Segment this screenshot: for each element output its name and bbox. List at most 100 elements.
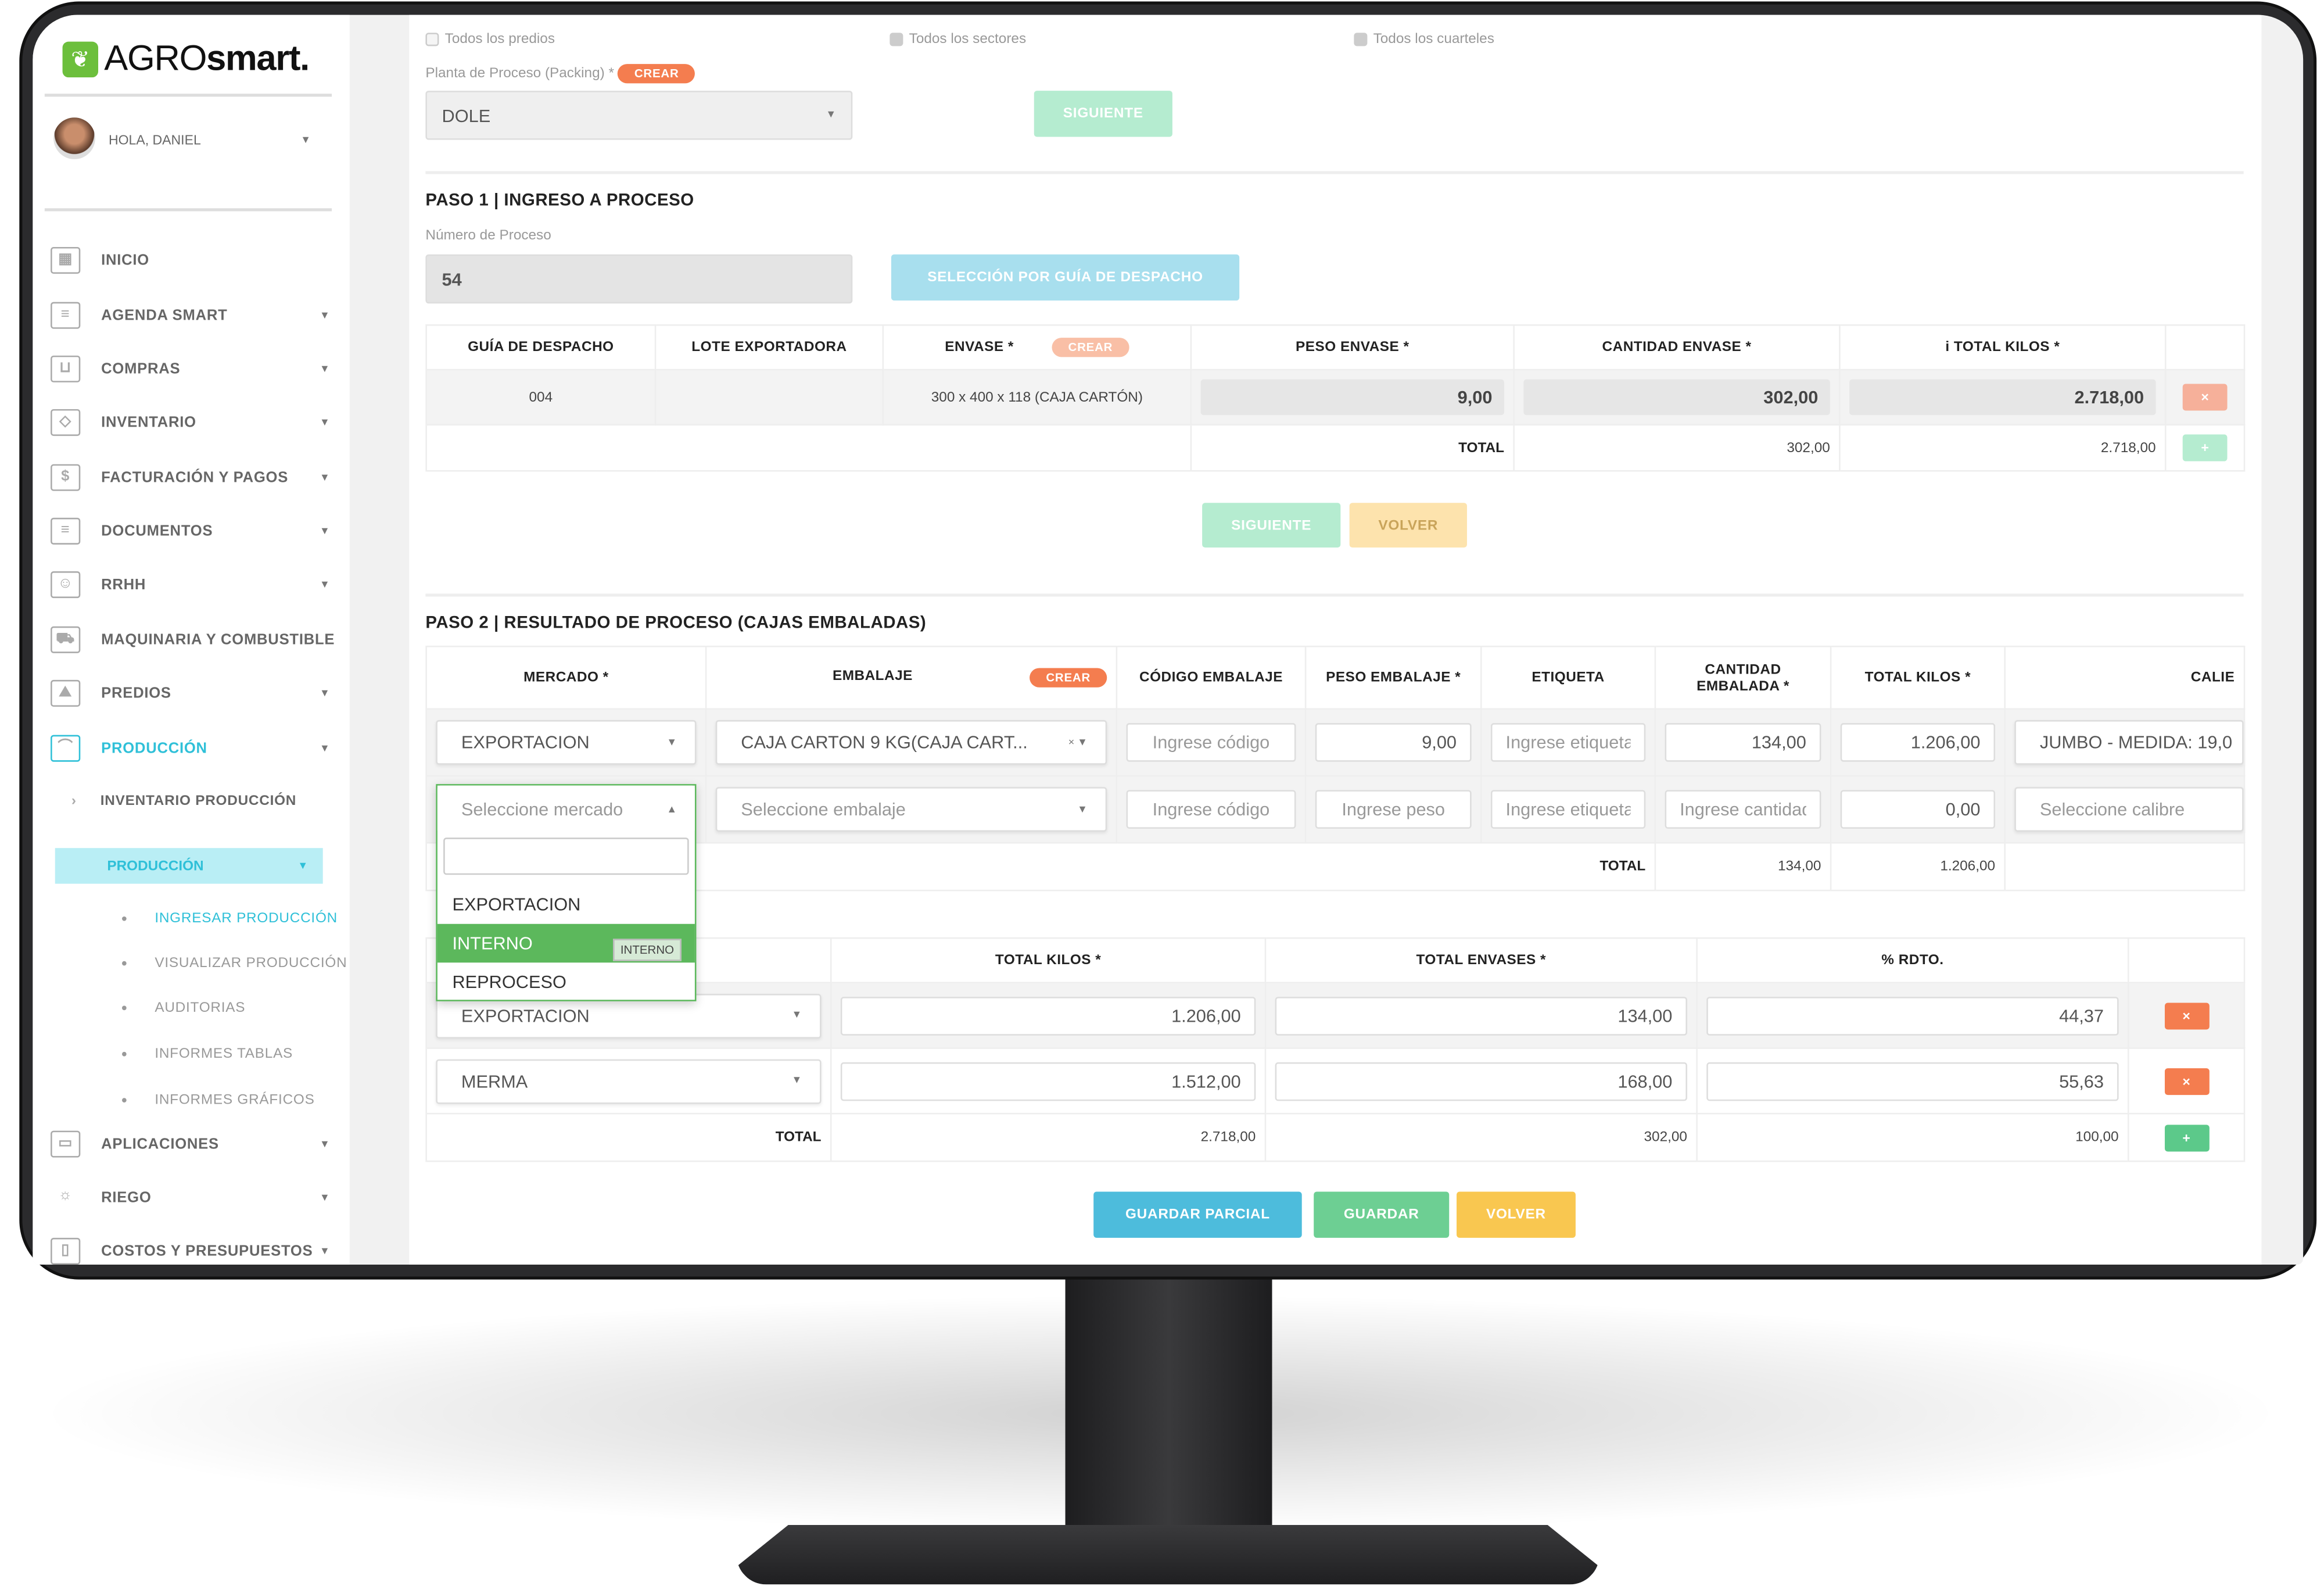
sidebar-subitem-visualizar[interactable]: VISUALIZAR PRODUCCIÓN: [121, 955, 347, 972]
seleccion-guia-button[interactable]: SELECCIÓN POR GUÍA DE DESPACHO: [891, 254, 1240, 301]
paso1-title: PASO 1 | INGRESO A PROCESO: [425, 192, 694, 210]
codigo-input[interactable]: [1126, 790, 1296, 829]
sidebar-item-costos[interactable]: ▯ COSTOS Y PRESUPUESTOS ▼: [51, 1237, 348, 1265]
sidebar-item-inventario[interactable]: ◇ INVENTARIO ▼: [51, 409, 348, 436]
sidebar-item-maquinaria[interactable]: ⛟ MAQUINARIA Y COMBUSTIBLE: [51, 626, 348, 653]
dashboard-icon: ▦: [51, 246, 81, 274]
total-kilos: 1.206,00: [1830, 842, 2006, 892]
embalaje-select[interactable]: CAJA CARTON 9 KG(CAJA CART... × ▼: [715, 720, 1107, 765]
etiqueta-input[interactable]: [1490, 790, 1646, 829]
codigo-input[interactable]: [1126, 723, 1296, 762]
guardar-button[interactable]: GUARDAR: [1314, 1191, 1450, 1238]
total-kilos-field[interactable]: 2.718,00: [1849, 379, 2156, 416]
checkbox-sectores[interactable]: Todos los sectores: [890, 31, 1026, 48]
sidebar: ❦ AGROsmart. HOLA, DANIEL ▼ ▦ INICIO ≡ AGEN…: [33, 15, 350, 1265]
total-kilos: 2.718,00: [830, 1112, 1267, 1162]
crear-envase-button[interactable]: CREAR: [1052, 338, 1129, 357]
table-row: EXPORTACION ▼ CAJA CARTON 9 KG(CAJA CART.…: [425, 708, 2246, 777]
total-kilos-input[interactable]: [1840, 723, 1996, 762]
add-row-button[interactable]: +: [2164, 1124, 2209, 1151]
kilos-input[interactable]: [840, 1061, 1256, 1101]
crear-embalaje-button[interactable]: CREAR: [1030, 668, 1107, 688]
divider: [44, 208, 332, 212]
cantidad-input[interactable]: [1665, 790, 1821, 829]
remove-row-button[interactable]: ×: [2164, 1067, 2209, 1094]
sidebar-item-inicio[interactable]: ▦ INICIO: [51, 246, 348, 274]
agenda-icon: ≡: [51, 302, 81, 329]
chevron-down-icon[interactable]: ▼: [300, 135, 311, 146]
planta-select[interactable]: DOLE ▼: [425, 91, 853, 140]
mercado-select-open[interactable]: Seleccione mercado ▲: [437, 785, 695, 833]
envase-cell: 300 x 400 x 118 (CAJA CARTÓN): [882, 368, 1192, 426]
sidebar-item-produccion[interactable]: ⌒ PRODUCCIÓN ▼: [51, 735, 348, 762]
total-label: TOTAL: [1190, 424, 1515, 472]
total-cantidad: 134,00: [1654, 842, 1832, 892]
volver-button[interactable]: VOLVER: [1457, 1191, 1576, 1238]
monitor-stand-base: [736, 1525, 1599, 1585]
calibre-select[interactable]: JUMBO - MEDIDA: 19,0: [2014, 720, 2244, 765]
embalaje-select[interactable]: Seleccione embalaje ▼: [715, 787, 1107, 832]
paso2-title: PASO 2 | RESULTADO DE PROCESO (CAJAS EMB…: [425, 614, 927, 632]
rdto-input[interactable]: [1706, 996, 2119, 1035]
guardar-parcial-button[interactable]: GUARDAR PARCIAL: [1093, 1191, 1302, 1238]
monitor-stand-neck: [1065, 1274, 1272, 1535]
dropdown-search-input[interactable]: [443, 837, 689, 875]
peso-input[interactable]: [1315, 790, 1472, 829]
sidebar-item-facturacion[interactable]: $ FACTURACIÓN Y PAGOS ▼: [51, 464, 348, 491]
volver-paso1-button[interactable]: VOLVER: [1349, 503, 1467, 548]
budget-icon: ▯: [51, 1237, 81, 1265]
sidebar-subitem-informes-tablas[interactable]: INFORMES TABLAS: [121, 1046, 293, 1062]
sidebar-item-riego[interactable]: ☼ RIEGO ▼: [51, 1184, 348, 1211]
header-envase: ENVASE * CREAR: [882, 324, 1192, 371]
sidebar-item-agenda[interactable]: ≡ AGENDA SMART ▼: [51, 302, 348, 329]
sidebar-item-rrhh[interactable]: ☺ RRHH ▼: [51, 571, 348, 599]
header-rdto: % RDTO.: [1696, 937, 2129, 984]
sidebar-item-predios[interactable]: ⛰ PREDIOS ▼: [51, 679, 348, 707]
remove-row-button[interactable]: ×: [2182, 384, 2228, 411]
envases-input[interactable]: [1275, 996, 1687, 1035]
total-kilos: 2.718,00: [1839, 424, 2167, 472]
header-lote: LOTE EXPORTADORA: [654, 324, 884, 371]
add-row-button[interactable]: +: [2182, 434, 2228, 461]
etiqueta-input[interactable]: [1490, 723, 1646, 762]
sidebar-subitem-auditorias[interactable]: AUDITORIAS: [121, 1000, 245, 1016]
peso-envase-field[interactable]: 9,00: [1200, 379, 1504, 416]
sidebar-item-aplicaciones[interactable]: ▭ APLICACIONES ▼: [51, 1130, 348, 1158]
rdto-input[interactable]: [1706, 1061, 2119, 1101]
checkbox-predios[interactable]: Todos los predios: [425, 31, 555, 48]
user-menu[interactable]: HOLA, DANIEL: [108, 132, 201, 148]
header-total-envases: TOTAL ENVASES *: [1264, 937, 1698, 984]
sun-icon: ☼: [58, 1187, 73, 1204]
envases-input[interactable]: [1275, 1061, 1687, 1101]
sidebar-item-inventario-produccion[interactable]: › INVENTARIO PRODUCCIÓN: [71, 793, 297, 810]
sidebar-subitem-ingresar[interactable]: INGRESAR PRODUCCIÓN: [121, 911, 338, 927]
kilos-input[interactable]: [840, 996, 1256, 1035]
avatar[interactable]: [53, 117, 95, 159]
option-reproceso[interactable]: REPROCESO: [452, 971, 566, 993]
screen: ❦ AGROsmart. HOLA, DANIEL ▼ ▦ INICIO ≡ AGEN…: [33, 15, 2304, 1265]
peso-input[interactable]: [1315, 723, 1472, 762]
crear-planta-button[interactable]: CREAR: [618, 64, 695, 84]
cantidad-input[interactable]: [1665, 723, 1821, 762]
table-row: MERMA▼ ×: [425, 1047, 2246, 1115]
divider: [425, 593, 2244, 597]
cantidad-envase-field[interactable]: 302,00: [1523, 379, 1830, 416]
header-peso: PESO ENVASE *: [1190, 324, 1515, 371]
calibre-select[interactable]: Seleccione calibre: [2014, 787, 2244, 832]
mercado-select[interactable]: MERMA ▼: [436, 1058, 822, 1104]
remove-row-button[interactable]: ×: [2164, 1002, 2209, 1029]
siguiente-paso1-button[interactable]: SIGUIENTE: [1202, 503, 1341, 548]
total-cantidad: 302,00: [1513, 424, 1841, 472]
numero-proceso-input[interactable]: 54: [425, 254, 853, 304]
checkbox-cuarteles[interactable]: Todos los cuarteles: [1354, 31, 1494, 48]
sidebar-item-documentos[interactable]: ≡ DOCUMENTOS ▼: [51, 517, 348, 545]
sidebar-group-produccion[interactable]: PRODUCCIÓN ▼: [55, 848, 323, 884]
option-interno[interactable]: INTERNO INTERNO: [437, 923, 695, 963]
sidebar-item-compras[interactable]: ⊔ COMPRAS ▼: [51, 355, 348, 382]
table-row: 004 300 x 400 x 118 (CAJA CARTÓN) 9,00 302,…: [425, 368, 2246, 426]
sidebar-subitem-informes-graficos[interactable]: INFORMES GRÁFICOS: [121, 1092, 315, 1108]
total-kilos-input[interactable]: [1840, 790, 1996, 829]
option-exportacion[interactable]: EXPORTACION: [452, 894, 581, 915]
siguiente-top-button[interactable]: SIGUIENTE: [1034, 91, 1172, 137]
mercado-select[interactable]: EXPORTACION ▼: [436, 720, 697, 765]
